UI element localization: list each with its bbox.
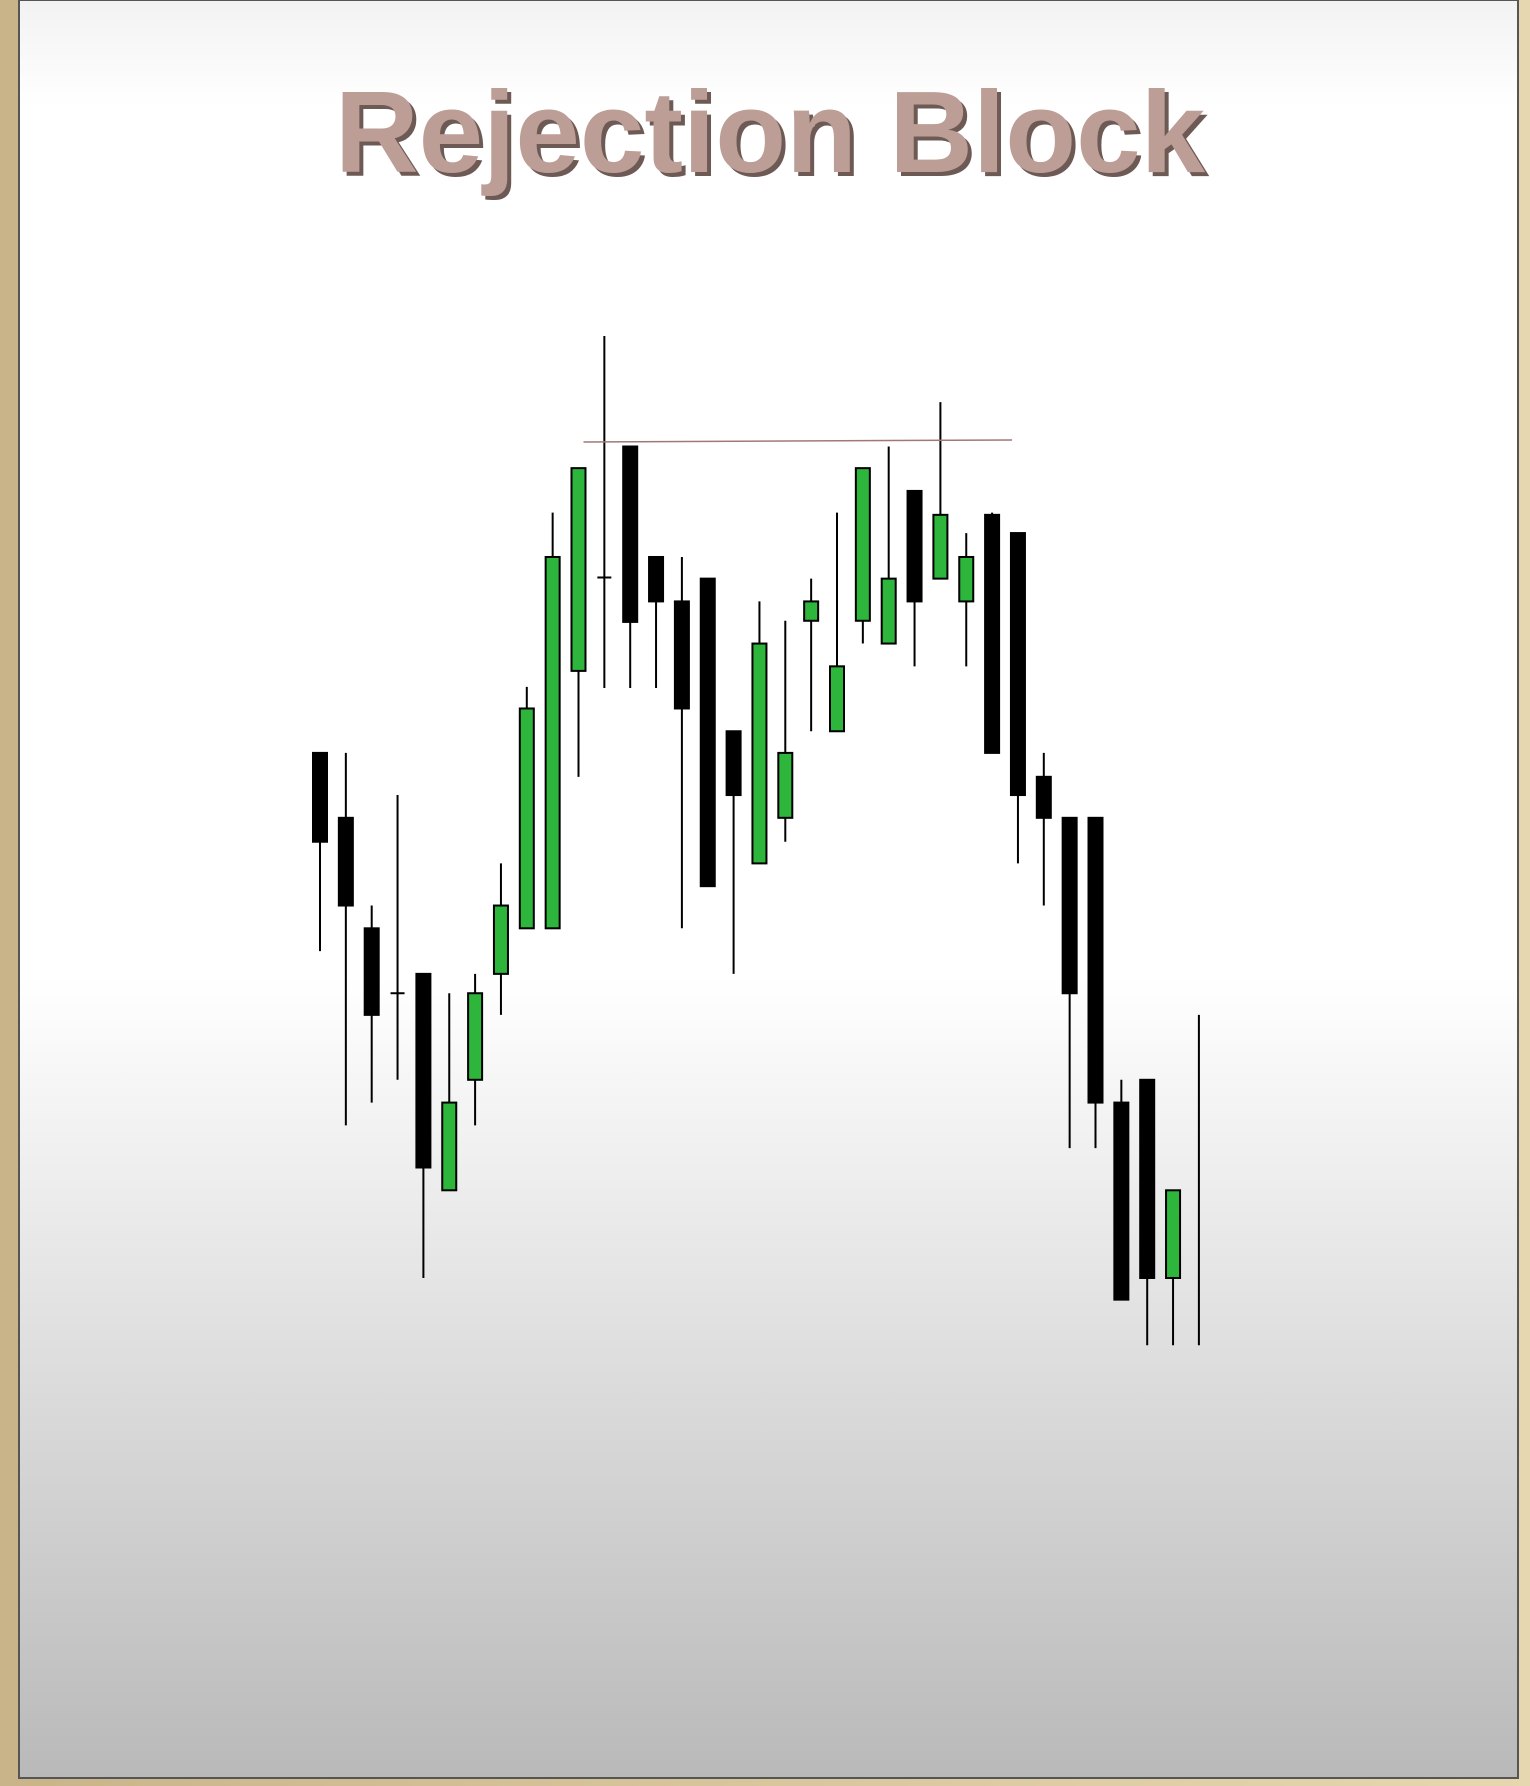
candle-body [906, 489, 923, 603]
candle-body [803, 600, 820, 622]
candle-body [725, 730, 742, 797]
chart-title: Rejection Block [335, 67, 1206, 197]
candle-body [648, 555, 665, 603]
candle-body [1009, 532, 1026, 797]
candle-body [467, 992, 484, 1081]
candle-body [415, 972, 432, 1169]
candle-body [441, 1101, 458, 1192]
candle-body [880, 577, 897, 645]
candle-body [518, 707, 535, 930]
candle-body [1061, 816, 1078, 995]
candle-body [544, 555, 561, 930]
candle-body [337, 816, 354, 907]
candle-body [622, 445, 639, 623]
candle-body [1139, 1078, 1156, 1279]
candle-body [777, 751, 794, 819]
level-line [583, 439, 1013, 443]
candle-body [492, 904, 509, 975]
candle-body [751, 642, 768, 865]
candle-body [1113, 1101, 1130, 1301]
candle-body [1087, 816, 1104, 1104]
panel [18, 0, 1519, 1779]
candle-body [984, 513, 1001, 754]
candle-body [932, 513, 949, 580]
candle-body [854, 467, 871, 622]
candle-body [958, 555, 975, 603]
candle-body [312, 751, 328, 843]
candle-body [363, 927, 380, 1016]
title-shadow: Rejection Block [339, 71, 1210, 201]
candle-body [699, 577, 716, 888]
candle-body [1165, 1189, 1182, 1279]
candle-body [673, 600, 690, 710]
candle-body [829, 665, 845, 733]
candle-body [570, 467, 587, 672]
candle-body [1035, 775, 1052, 819]
